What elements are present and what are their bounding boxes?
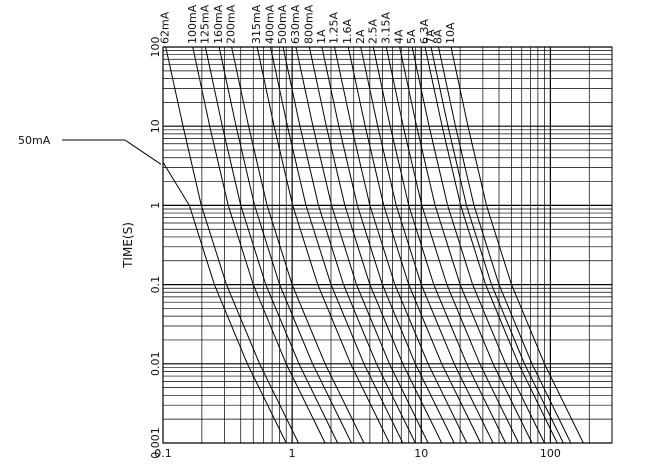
fuse-curve xyxy=(204,47,339,443)
curve-label: 7A xyxy=(424,29,437,44)
x-tick-label: 10 xyxy=(414,447,428,460)
plot-frame xyxy=(162,46,613,444)
fuse-curve xyxy=(321,47,455,443)
fuse-curve xyxy=(450,47,584,443)
fuse-curve xyxy=(295,47,429,443)
curve-label: 5A xyxy=(405,29,418,44)
y-tick-label: 100 xyxy=(149,37,162,58)
curve-label: 50mA xyxy=(18,134,51,147)
curve-label: 62mA xyxy=(159,11,172,44)
fuse-curve xyxy=(218,47,352,443)
curve-label: 160mA xyxy=(212,4,225,44)
curve-label: 4A xyxy=(393,29,406,44)
x-tick-label: 0.1 xyxy=(154,447,172,460)
fuse-curve xyxy=(438,47,572,443)
curve-label: 3.15A xyxy=(379,12,392,44)
curve-label: 1A xyxy=(315,29,328,44)
x-tick-label: 1 xyxy=(289,447,296,460)
y-tick-label: 10 xyxy=(149,119,162,133)
curve-label: 6.3A xyxy=(418,19,431,44)
curve-label: 315mA xyxy=(250,4,263,44)
fuse-curve xyxy=(163,162,287,443)
fuse-curve xyxy=(192,47,326,443)
curve-label: 125mA xyxy=(198,4,211,44)
fuse-curve xyxy=(430,47,564,443)
x-tick-label: 100 xyxy=(540,447,561,460)
curve-label: 500mA xyxy=(276,4,289,44)
fuse-curve xyxy=(165,47,299,443)
fuse-curve xyxy=(385,47,520,443)
y-tick-label: 1 xyxy=(149,202,162,209)
curve-label: 400mA xyxy=(264,4,277,44)
fuse-curve xyxy=(424,47,558,443)
y-tick-label: 0.01 xyxy=(149,352,162,377)
curve-label: 100mA xyxy=(186,4,199,44)
curve-label: 2.5A xyxy=(366,19,379,44)
curve-label: 2A xyxy=(354,29,367,44)
fuse-curve xyxy=(270,47,404,443)
y-tick-label: 0.001 xyxy=(149,427,162,459)
fuse-curve xyxy=(360,47,494,443)
curve-label: 630mA xyxy=(289,4,302,44)
curve-label: 10A xyxy=(444,22,457,44)
fuse-curve xyxy=(347,47,482,443)
fuse-curve xyxy=(282,47,416,443)
curve-label: 800mA xyxy=(302,4,315,44)
curve-label: 200mA xyxy=(225,4,238,44)
fuse-curve xyxy=(231,47,365,443)
fuse-curve xyxy=(334,47,468,443)
fuse-curve xyxy=(399,47,533,443)
y-axis-label: TIME(S) xyxy=(121,222,135,269)
y-tick-label: 0.1 xyxy=(149,276,162,294)
annotation-line xyxy=(124,139,162,165)
curve-label: 8A xyxy=(432,29,445,44)
fuse-curve xyxy=(372,47,507,443)
fuse-curve xyxy=(411,47,545,443)
curve-label: 1.6A xyxy=(341,19,354,44)
curve-label: 1.25A xyxy=(328,12,341,44)
fuse-curve xyxy=(308,47,443,443)
fuse-curve xyxy=(256,47,390,443)
